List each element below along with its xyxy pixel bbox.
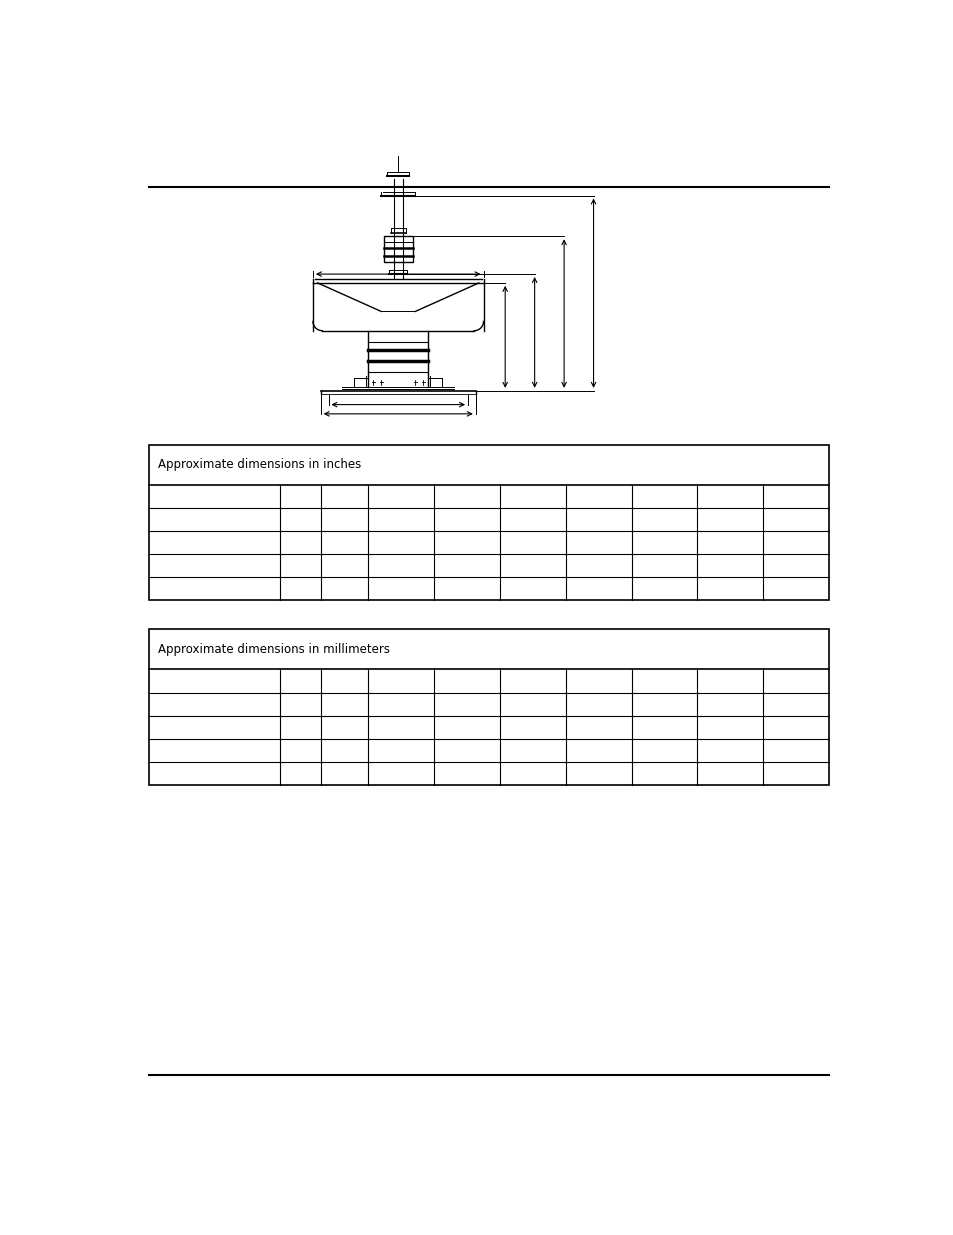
Bar bbox=[149, 445, 828, 600]
Bar bbox=[383, 236, 413, 262]
Text: Approximate dimensions in inches: Approximate dimensions in inches bbox=[158, 458, 361, 472]
Bar bbox=[149, 630, 828, 785]
Text: Approximate dimensions in millimeters: Approximate dimensions in millimeters bbox=[158, 643, 390, 656]
